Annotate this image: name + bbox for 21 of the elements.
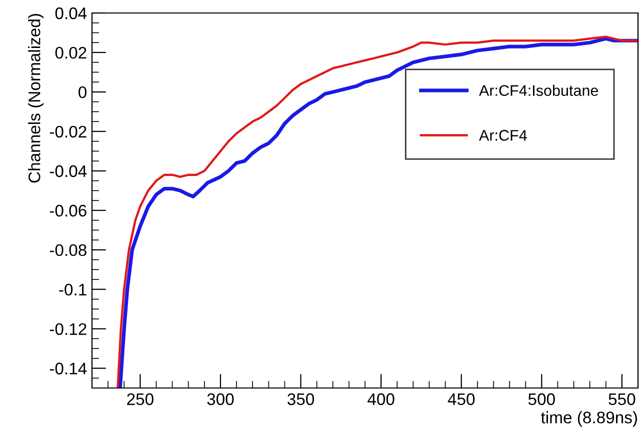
y-tick-label: -0.04 [50,165,87,178]
y-tick-label: -0.02 [50,126,86,138]
x-tick-label: 250 [127,393,154,406]
x-axis-title: time (8.89ns) [541,411,637,427]
x-tick-label: 300 [207,393,234,406]
y-axis-title: Channels (Normalized) [28,14,44,183]
y-tick-label: -0.06 [50,204,86,217]
x-tick-label: 350 [288,393,314,406]
y-tick-label: -0.1 [59,284,86,296]
y-tick-label: 0 [78,86,86,98]
legend-label: Ar:CF4 [479,130,527,141]
y-tick-label: -0.12 [50,323,86,335]
x-tick-label: 500 [528,393,555,406]
x-tick-label: 550 [608,393,636,406]
y-tick-label: 0.04 [55,7,87,20]
y-tick-label: -0.14 [50,362,87,374]
y-tick-label: 0.02 [55,46,86,59]
x-tick-label: 450 [448,393,475,406]
y-tick-label: -0.08 [50,244,86,256]
legend-label: Ar:CF4:Isobutane [479,84,598,96]
x-tick-label: 400 [368,393,394,406]
